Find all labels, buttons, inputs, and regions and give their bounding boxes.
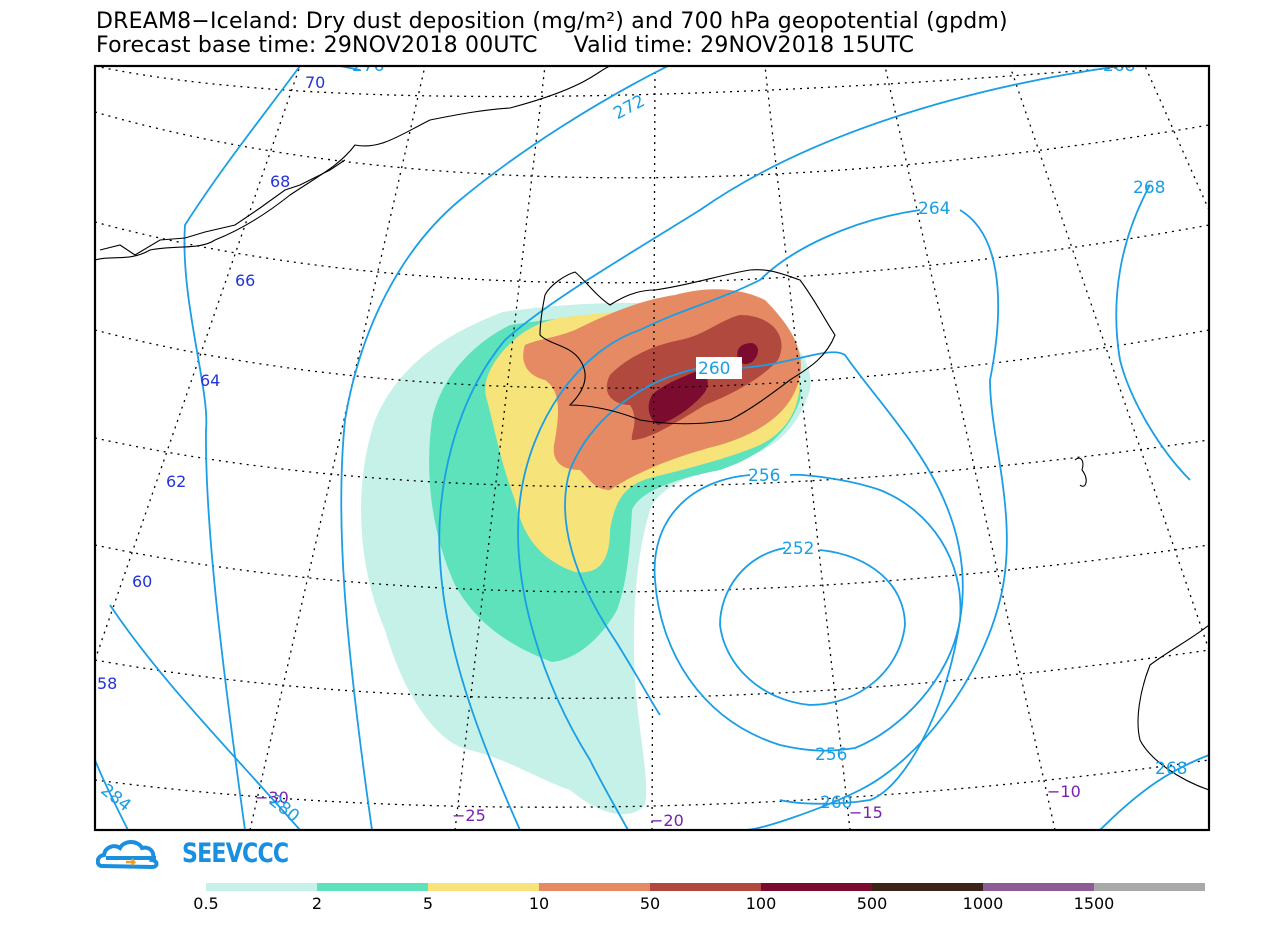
longitude-labels: −30 −25 −20 −15 −10 (255, 782, 1081, 830)
contour-256 (653, 473, 962, 752)
geopotential-contours (95, 66, 1209, 830)
colorbar-swatch (1094, 883, 1205, 891)
colorbar-label: 2 (311, 894, 323, 913)
colorbar-label: 500 (856, 894, 888, 913)
lat-label-70: 70 (305, 73, 325, 92)
lon-label-minus-30: −30 (255, 788, 289, 807)
lat-label-62: 62 (166, 472, 186, 491)
colorbar-label: 1500 (1073, 894, 1115, 913)
contour-label-260-box (696, 357, 742, 379)
meridian-5 (1009, 66, 1209, 651)
contour-284 (95, 759, 129, 830)
contour-252 (719, 547, 906, 706)
contour-label-268-east: 268 (1133, 178, 1165, 198)
lat-label-64: 64 (200, 371, 220, 390)
colorbar-swatch (539, 883, 650, 891)
contour-276-west (183, 66, 301, 830)
contour-264-east (744, 209, 1008, 830)
contour-260 (739, 351, 964, 805)
dust-level-100 (648, 371, 708, 425)
contour-264 (517, 209, 921, 830)
contour-label-268-southeast: 268 (1155, 759, 1187, 779)
contour-label-284: 284 (97, 780, 135, 816)
colorbar-swatch (317, 883, 428, 891)
map-subtitle: Forecast base time: 29NOV2018 00UTC Vali… (96, 33, 915, 58)
greenland-coast-inner (99, 159, 346, 256)
parallel-66 (95, 221, 1209, 284)
colorbar-swatch (650, 883, 761, 891)
map-frame (93, 64, 1211, 832)
colorbar-swatch (761, 883, 872, 891)
greenland-coast (95, 66, 611, 261)
contour-label-264: 264 (918, 199, 950, 219)
meridian-10 (884, 66, 1056, 830)
arrow-icon (126, 858, 137, 866)
colorbar-swatch (872, 883, 983, 891)
contour-label-272: 272 (610, 91, 648, 124)
iceland-coast (539, 269, 836, 425)
contour-260-inner (564, 367, 701, 716)
logo-text: SEEVCCC (182, 838, 289, 869)
coastlines (95, 66, 1209, 791)
lat-label-60: 60 (132, 572, 152, 591)
map-title: DREAM8−Iceland: Dry dust deposition (mg/… (96, 9, 1008, 34)
dust-level-100-north (737, 343, 758, 365)
parallel-56 (95, 759, 1209, 808)
contour-label-252: 252 (782, 539, 814, 559)
cloud-icon (96, 840, 159, 870)
contour-labels: 276 272 268 268 264 260 256 252 256 260 … (97, 56, 1188, 827)
meridian-35 (95, 66, 301, 661)
colorbar-label: 5 (422, 894, 434, 913)
contour-label-260-north: 260 (698, 359, 730, 379)
latitude-labels: 70 68 66 64 62 60 58 (97, 73, 325, 693)
parallel-60 (95, 544, 1209, 593)
contour-268-east (1115, 184, 1191, 481)
colorbar-swatch (428, 883, 539, 891)
lon-label-minus-15: −15 (849, 803, 883, 822)
lat-label-68: 68 (270, 172, 290, 191)
contour-268 (438, 66, 1121, 830)
contour-272 (340, 66, 669, 830)
seevccc-cloud-logo (96, 840, 159, 870)
lon-label-minus-25: −25 (452, 806, 486, 825)
colorbar-label: 100 (745, 894, 777, 913)
lat-label-66: 66 (235, 271, 255, 290)
parallel-62 (95, 437, 1209, 488)
lat-label-58: 58 (97, 674, 117, 693)
contour-label-268-north: 268 (1103, 56, 1135, 76)
colorbar-label: 0.5 (193, 894, 219, 913)
contour-label-256-south: 256 (815, 745, 847, 765)
colorbar-label: 1000 (962, 894, 1004, 913)
contour-label-260-south: 260 (820, 793, 852, 813)
faroe-shetland-islands (1074, 457, 1087, 487)
meridian-15 (764, 66, 851, 830)
colorbar-swatch (206, 883, 317, 891)
contour-280 (109, 604, 301, 830)
colorbar-label: 50 (639, 894, 661, 913)
lon-label-minus-10: −10 (1047, 782, 1081, 801)
colorbar-label: 10 (528, 894, 550, 913)
norway-coast (1137, 624, 1209, 791)
meridian-0 (1144, 66, 1209, 211)
colorbar-swatch (983, 883, 1094, 891)
contour-label-276: 276 (352, 56, 384, 76)
contour-label-256-north: 256 (748, 466, 780, 486)
contour-268-southeast (1099, 754, 1209, 830)
lon-label-minus-20: −20 (650, 811, 684, 830)
parallel-68 (95, 111, 1209, 179)
